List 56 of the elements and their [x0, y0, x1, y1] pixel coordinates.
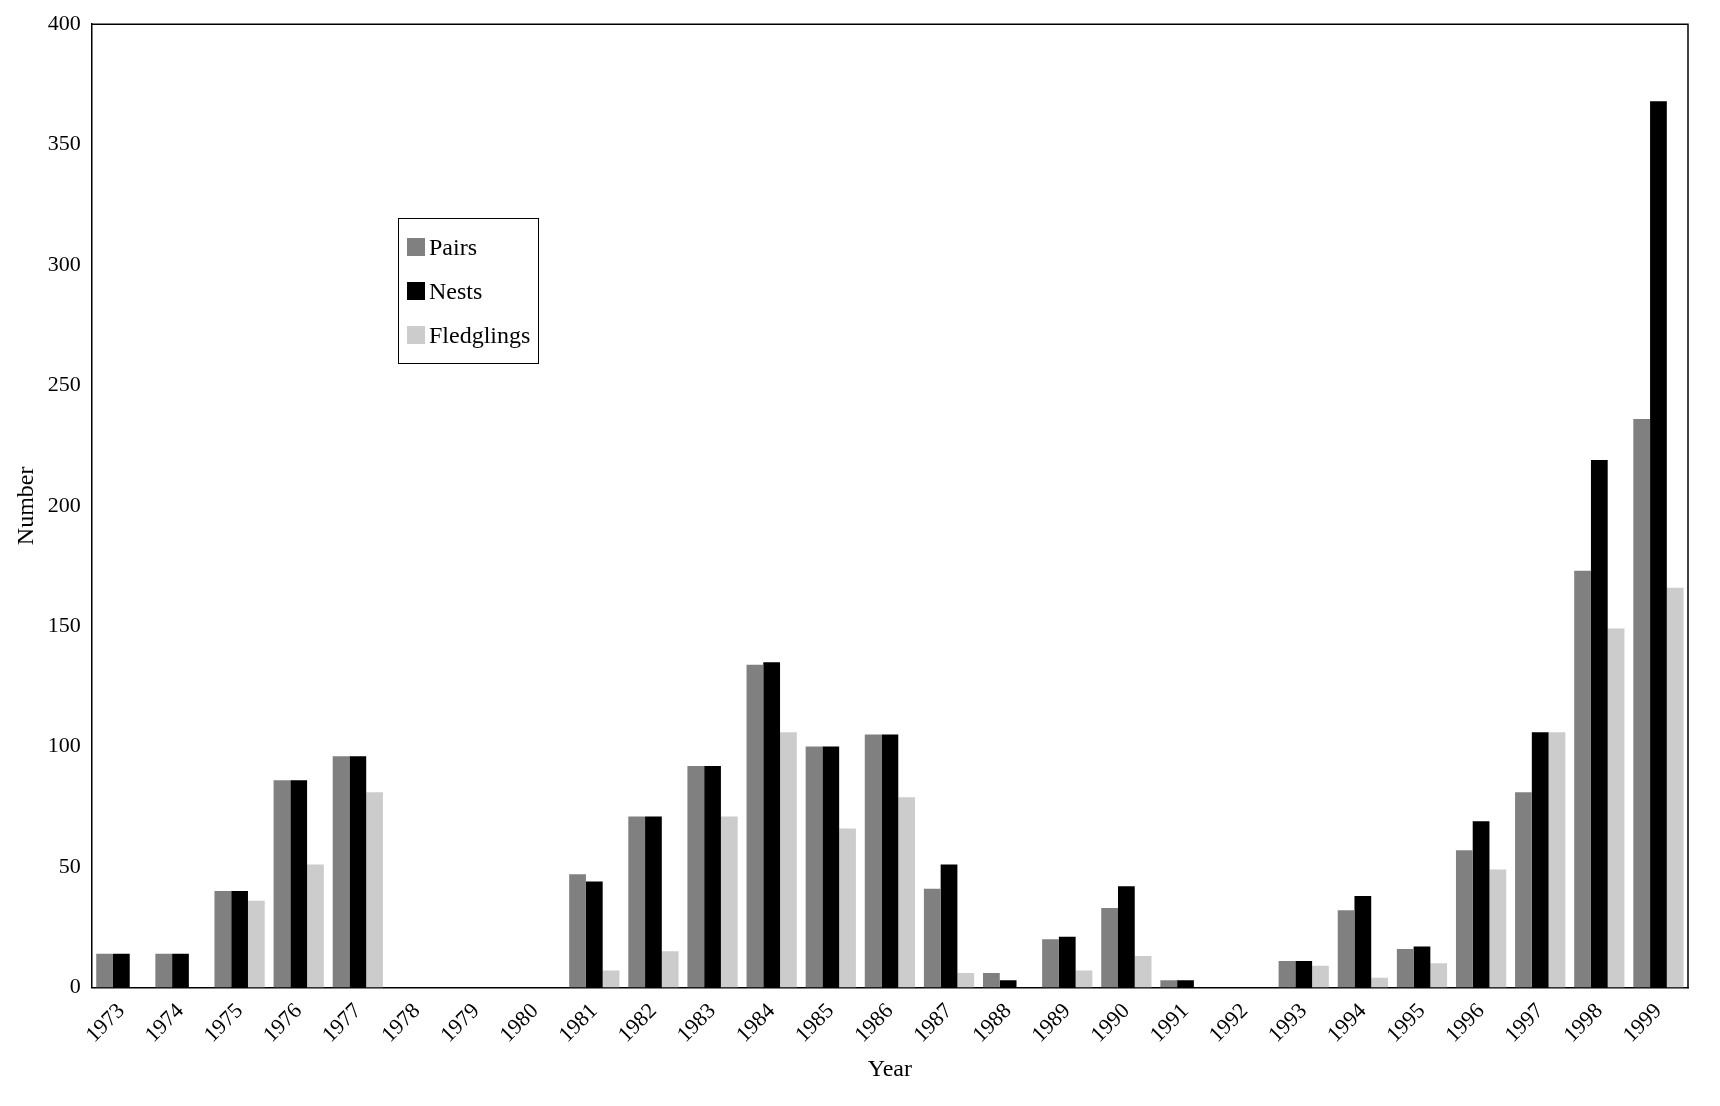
bar: [898, 797, 916, 988]
y-tick-label: 150: [47, 611, 81, 637]
bar: [780, 732, 797, 988]
bar: [569, 874, 586, 988]
legend-label: Pairs: [429, 233, 477, 262]
bar: [307, 864, 324, 988]
bar: [1515, 792, 1532, 988]
bar: [864, 734, 882, 988]
bar: [96, 953, 113, 988]
bar: [1312, 965, 1329, 988]
bar: [746, 664, 764, 988]
bar: [720, 816, 738, 988]
bar: [214, 891, 232, 988]
y-tick-label: 0: [69, 973, 81, 999]
bar: [687, 765, 705, 988]
bar: [155, 953, 173, 988]
bar: [273, 780, 291, 988]
y-tick-label: 300: [47, 250, 81, 276]
bar: [1633, 419, 1651, 988]
legend-label: Nests: [429, 277, 483, 306]
x-axis-title: Year: [867, 1054, 913, 1081]
bar: [957, 972, 975, 988]
bar: [247, 900, 265, 988]
bar: [602, 970, 620, 988]
y-axis-title: Number: [11, 466, 38, 546]
bar: [1042, 939, 1059, 988]
bar: [1574, 570, 1591, 988]
bar: [1607, 628, 1625, 988]
bar: [1430, 963, 1448, 988]
bar: [1489, 869, 1507, 988]
bar: [1455, 850, 1473, 988]
bar: [1101, 907, 1118, 988]
bar: [1134, 956, 1152, 988]
bar: [1371, 977, 1388, 988]
bar: [805, 746, 823, 988]
bar: [983, 972, 1000, 988]
y-tick-label: 250: [47, 371, 81, 397]
bar: [1666, 587, 1684, 988]
bar: [1396, 948, 1414, 988]
bar: [923, 888, 941, 988]
bar: [661, 951, 679, 988]
bar: [366, 792, 383, 988]
y-tick-label: 400: [47, 9, 81, 35]
y-tick-label: 350: [47, 130, 81, 156]
y-tick-label: 50: [58, 852, 81, 878]
bar: [1075, 970, 1093, 988]
bar: [1160, 980, 1178, 988]
bar: [1548, 732, 1566, 988]
y-tick-label: 100: [47, 732, 81, 758]
legend-label: Fledglings: [429, 321, 531, 350]
bar: [1278, 960, 1296, 988]
y-tick-label: 200: [47, 491, 81, 517]
bar: [1337, 910, 1355, 988]
bar: [332, 756, 350, 988]
bar: [628, 816, 646, 988]
bar: [839, 828, 856, 988]
